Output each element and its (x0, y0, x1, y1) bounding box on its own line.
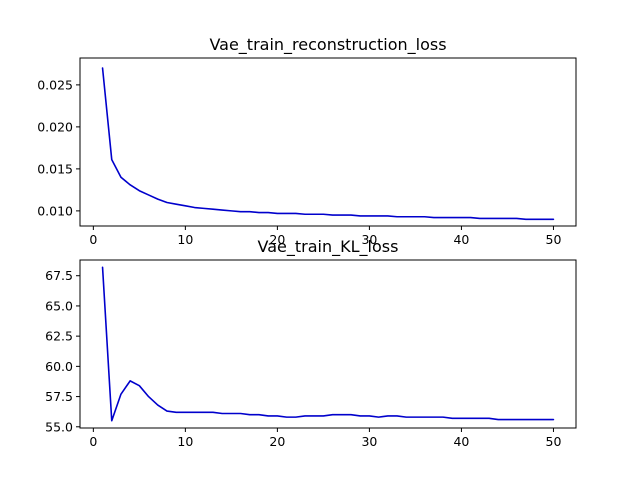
x-tick-label: 50 (546, 434, 562, 449)
x-tick-label: 10 (177, 232, 193, 247)
y-tick-label: 62.5 (45, 329, 73, 344)
y-tick-label: 0.025 (37, 77, 73, 92)
y-tick-label: 0.020 (37, 119, 73, 134)
y-tick-label: 0.015 (37, 161, 73, 176)
x-tick-label: 0 (89, 232, 97, 247)
y-axis-ticks: 0.010 0.015 0.020 0.025 (37, 77, 80, 218)
chart-title: Vae_train_KL_loss (258, 237, 399, 257)
x-tick-label: 0 (89, 434, 97, 449)
chart-title: Vae_train_reconstruction_loss (209, 35, 446, 55)
y-tick-label: 60.0 (45, 359, 73, 374)
x-tick-label: 20 (269, 232, 285, 247)
x-tick-label: 30 (361, 232, 377, 247)
x-tick-label: 40 (453, 434, 469, 449)
subplot-reconstruction-loss: Vae_train_reconstruction_loss 0 10 20 30 40 5… (37, 35, 577, 247)
series-line (101, 266, 555, 422)
y-tick-label: 55.0 (45, 419, 73, 434)
x-tick-label: 40 (453, 232, 469, 247)
x-tick-label: 20 (269, 434, 285, 449)
y-tick-label: 67.5 (45, 268, 73, 283)
subplot-kl-loss: Vae_train_KL_loss 0 10 20 30 40 50 55.0 57.5 60… (45, 237, 577, 449)
x-axis-ticks: 0 10 20 30 40 50 (89, 226, 561, 247)
series-line (101, 67, 555, 221)
x-tick-label: 10 (177, 434, 193, 449)
plot-area-frame (79, 57, 577, 227)
x-tick-label: 50 (546, 232, 562, 247)
x-axis-ticks: 0 10 20 30 40 50 (89, 428, 561, 449)
y-tick-label: 65.0 (45, 298, 73, 313)
y-axis-ticks: 55.0 57.5 60.0 62.5 65.0 67.5 (45, 268, 80, 434)
plot-area-frame (79, 259, 577, 429)
y-tick-label: 57.5 (45, 389, 73, 404)
x-tick-label: 30 (361, 434, 377, 449)
y-tick-label: 0.010 (37, 203, 73, 218)
